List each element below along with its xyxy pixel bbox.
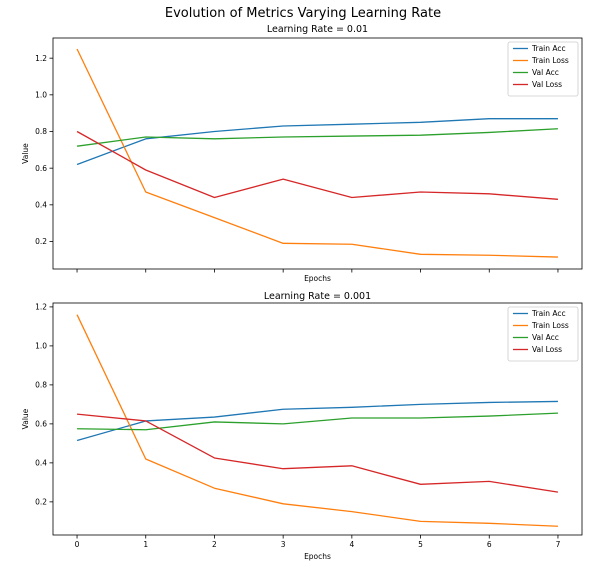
series-line-val-acc xyxy=(77,412,558,431)
series-line-train-loss xyxy=(76,314,558,527)
series-line-val-loss xyxy=(76,413,559,493)
x-tick-label: 7 xyxy=(556,540,561,549)
series-line-val-acc xyxy=(76,128,558,147)
plot-title: Learning Rate = 0.01 xyxy=(267,24,368,35)
y-axis-label: Value xyxy=(21,143,30,164)
y-tick-label: 0.8 xyxy=(35,381,47,390)
y-tick-label: 1.0 xyxy=(35,342,47,351)
x-tick-label: 4 xyxy=(349,540,354,549)
y-tick-label: 1.2 xyxy=(35,303,47,312)
y-tick-label: 0.2 xyxy=(35,237,47,246)
chart-lr-0.001: Learning Rate = 0.001 0.2 0.4 0.6 0.8 1.0 1.2 0… xyxy=(21,291,583,561)
legend-entry: Train Acc xyxy=(531,309,566,318)
x-tick-label: 0 xyxy=(75,540,80,549)
plot-title: Learning Rate = 0.001 xyxy=(264,291,371,302)
legend: Train Acc Train Loss Val Acc Val Loss xyxy=(507,306,579,362)
plot-frame xyxy=(52,302,583,536)
legend-entry: Val Loss xyxy=(532,80,562,89)
y-tick-label: 1.0 xyxy=(35,91,47,100)
legend-entry: Train Loss xyxy=(531,56,569,65)
series-line-val-loss xyxy=(76,130,559,200)
legend-entry: Train Acc xyxy=(531,44,566,53)
series-line-train-acc xyxy=(76,400,558,442)
x-tick-label: 5 xyxy=(418,540,423,549)
y-tick-label: 0.2 xyxy=(35,498,47,507)
legend-box xyxy=(507,41,579,97)
y-tick-label: 1.2 xyxy=(35,54,47,63)
legend: Train Acc Train Loss Val Acc Val Loss xyxy=(507,41,579,97)
series-line-train-loss xyxy=(76,48,558,258)
legend-entry: Val Loss xyxy=(532,345,562,354)
x-axis-label: Epochs xyxy=(304,552,331,561)
figure-title: Evolution of Metrics Varying Learning Ra… xyxy=(165,6,441,21)
y-tick-label: 0.6 xyxy=(35,420,47,429)
legend-box xyxy=(507,306,579,362)
legend-entry: Val Acc xyxy=(532,68,559,77)
y-tick-label: 0.8 xyxy=(35,127,47,136)
x-tick-label: 3 xyxy=(281,540,286,549)
y-tick-label: 0.6 xyxy=(35,164,47,173)
x-tick-label: 2 xyxy=(212,540,217,549)
chart-lr-0.01: Learning Rate = 0.01 0.2 0.4 0.6 0.8 1.0 1.2 Ep… xyxy=(21,24,583,283)
legend-entry: Val Acc xyxy=(532,333,559,342)
x-tick-label: 1 xyxy=(143,540,148,549)
legend-entry: Train Loss xyxy=(531,321,569,330)
y-tick-label: 0.4 xyxy=(35,201,47,210)
y-tick-label: 0.4 xyxy=(35,459,47,468)
plot-frame xyxy=(52,37,583,270)
x-tick-label: 6 xyxy=(487,540,492,549)
x-axis-label: Epochs xyxy=(304,274,331,283)
y-axis-label: Value xyxy=(21,408,30,429)
